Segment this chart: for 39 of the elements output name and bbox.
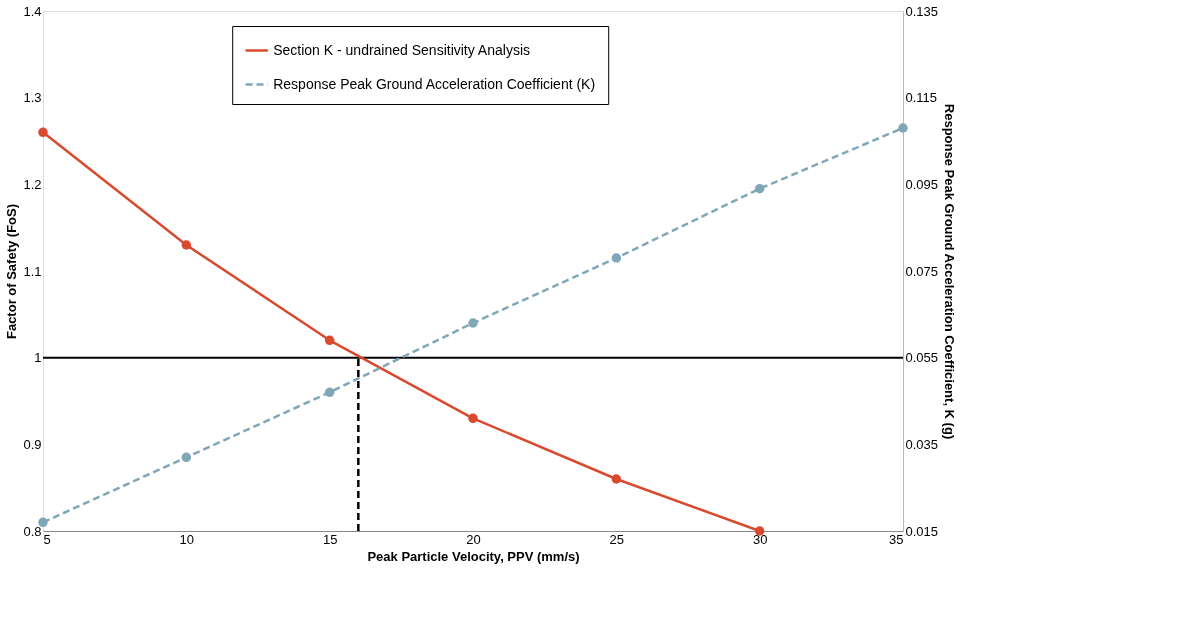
y2-tick-label: 0.095 (905, 176, 939, 192)
x-tick-label: 20 (466, 531, 481, 547)
point (181, 240, 192, 250)
point (754, 183, 765, 194)
y-tick-label: 1.4 (23, 3, 42, 19)
point (898, 123, 908, 133)
y2-tick-label: 0.115 (905, 90, 938, 106)
y-axis-title: Factor of Safety (FoS) (4, 203, 20, 340)
x-tick-label: 5 (43, 531, 51, 547)
y-tick-label: 1.3 (23, 90, 42, 106)
legend-label: Section K - undrained Sensitivity Analysis (273, 41, 531, 58)
point (611, 253, 622, 263)
y2-tick-label: 0.015 (905, 523, 939, 539)
point (324, 335, 335, 346)
point (181, 452, 192, 463)
point (324, 387, 335, 398)
point (611, 474, 622, 484)
x-tick-label: 15 (322, 531, 338, 547)
y-tick-label: 1.1 (23, 263, 42, 279)
point (468, 413, 478, 424)
point (468, 318, 478, 328)
legend-label: Response Peak Ground Acceleration Coefficient (K) (273, 75, 596, 92)
x-tick-label: 25 (609, 531, 625, 547)
x-axis-title: Peak Particle Velocity, PPV (mm/s) (367, 548, 580, 564)
x-tick-label: 30 (752, 531, 768, 547)
point (38, 127, 48, 138)
y2-tick-label: 0.075 (905, 263, 939, 279)
y2-tick-label: 0.035 (905, 436, 939, 452)
x-tick-label: 35 (889, 531, 904, 547)
y-tick-label: 1.2 (23, 176, 42, 192)
point (754, 526, 765, 536)
y2-tick-label: 0.055 (905, 350, 939, 366)
x-tick-label: 10 (179, 531, 195, 547)
y-tick-label: 0.8 (23, 523, 42, 539)
y2-axis-title: Response Peak Ground Acceleration Coefficient, K (g) (942, 103, 958, 440)
y2-tick-label: 0.135 (905, 3, 939, 19)
point (38, 517, 48, 528)
y-tick-label: 1 (34, 350, 42, 366)
y-tick-label: 0.9 (23, 436, 42, 452)
